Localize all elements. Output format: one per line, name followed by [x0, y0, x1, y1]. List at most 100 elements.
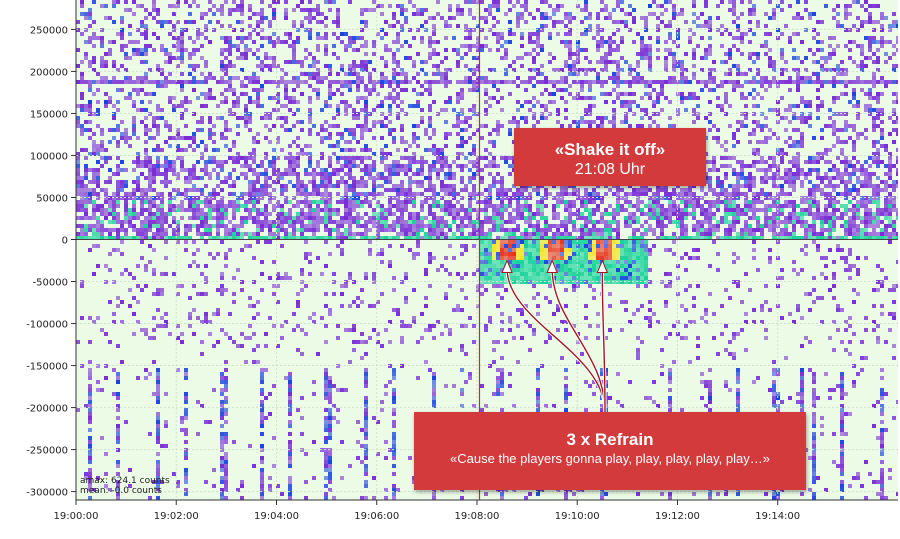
heat-cell	[544, 188, 548, 192]
heat-cell	[632, 20, 636, 24]
heat-cell	[228, 220, 232, 224]
heat-cell	[116, 192, 120, 196]
heat-cell	[324, 220, 328, 224]
heat-cell	[740, 124, 744, 128]
heat-cell	[856, 192, 860, 196]
heat-cell	[412, 36, 416, 40]
heat-cell	[412, 76, 416, 80]
heat-cell	[412, 4, 416, 8]
heat-cell	[168, 72, 172, 76]
heat-cell	[468, 180, 472, 184]
heat-cell	[264, 220, 268, 224]
heat-cell	[656, 24, 660, 28]
heat-cell	[128, 224, 132, 228]
heat-cell	[876, 48, 880, 52]
heat-cell	[524, 208, 528, 212]
heat-cell	[772, 212, 776, 216]
heat-cell	[92, 152, 96, 156]
heat-cell	[892, 180, 896, 184]
heat-cell	[204, 212, 208, 216]
heat-cell	[628, 216, 632, 220]
heat-cell	[584, 204, 588, 208]
heat-cell	[860, 64, 864, 68]
heat-cell	[420, 160, 424, 164]
heat-cell	[444, 172, 448, 176]
heat-cell	[120, 188, 124, 192]
heat-cell	[740, 120, 744, 124]
heat-cell	[612, 72, 616, 76]
heat-cell	[168, 208, 172, 212]
heat-cell	[372, 84, 376, 88]
heat-cell	[108, 180, 112, 184]
heat-cell	[444, 208, 448, 212]
heat-cell	[364, 60, 368, 64]
heat-cell	[896, 120, 898, 124]
heat-cell	[236, 36, 240, 40]
heat-cell	[216, 200, 220, 204]
heat-cell	[344, 172, 348, 176]
heat-cell	[336, 180, 340, 184]
heat-cell	[236, 124, 240, 128]
heat-cell	[236, 8, 240, 12]
heat-cell	[884, 212, 888, 216]
heat-cell	[264, 192, 268, 196]
heat-cell	[792, 160, 796, 164]
heat-cell	[500, 44, 504, 48]
heat-cell	[572, 16, 576, 20]
heat-cell	[864, 56, 868, 60]
heat-cell	[564, 12, 568, 16]
heat-cell	[352, 128, 356, 132]
heat-cell	[800, 144, 804, 148]
heat-cell	[164, 180, 168, 184]
heat-cell	[700, 184, 704, 188]
heat-cell	[296, 176, 300, 180]
heat-cell	[392, 60, 396, 64]
heat-cell	[856, 44, 860, 48]
heat-cell	[612, 112, 616, 116]
heat-cell	[152, 196, 156, 200]
heat-cell	[632, 68, 636, 72]
heat-cell	[612, 216, 616, 220]
heat-cell	[84, 12, 88, 16]
heat-cell	[688, 200, 692, 204]
heat-cell	[708, 24, 712, 28]
heat-cell	[876, 160, 880, 164]
heat-cell	[756, 152, 760, 156]
heat-cell	[756, 52, 760, 56]
heat-cell	[712, 212, 716, 216]
heat-cell	[380, 212, 384, 216]
heat-cell	[856, 188, 860, 192]
heat-cell	[864, 104, 868, 108]
heat-cell	[292, 164, 296, 168]
heat-cell	[896, 64, 898, 68]
heat-cell	[664, 212, 668, 216]
heat-cell	[612, 124, 616, 128]
heat-cell	[396, 104, 400, 108]
heat-cell	[132, 100, 136, 104]
heat-cell	[568, 20, 572, 24]
heat-cell	[652, 192, 656, 196]
heat-cell	[712, 68, 716, 72]
heat-cell	[380, 28, 384, 32]
heat-cell	[740, 168, 744, 172]
heat-cell	[756, 120, 760, 124]
heat-cell	[172, 56, 176, 60]
heat-cell	[752, 120, 756, 124]
heat-cell	[728, 68, 732, 72]
heat-cell	[272, 208, 276, 212]
heat-cell	[468, 44, 472, 48]
heat-cell	[572, 64, 576, 68]
heat-cell	[344, 192, 348, 196]
heat-cell	[428, 44, 432, 48]
heat-cell	[596, 40, 600, 44]
heat-cell	[796, 56, 800, 60]
heat-cell	[364, 96, 368, 100]
heat-cell	[192, 148, 196, 152]
heat-cell	[628, 12, 632, 16]
heat-cell	[544, 16, 548, 20]
heat-cell	[564, 100, 568, 104]
heat-cell	[276, 204, 280, 208]
heat-cell	[356, 36, 360, 40]
heat-cell	[120, 136, 124, 140]
heat-cell	[504, 208, 508, 212]
